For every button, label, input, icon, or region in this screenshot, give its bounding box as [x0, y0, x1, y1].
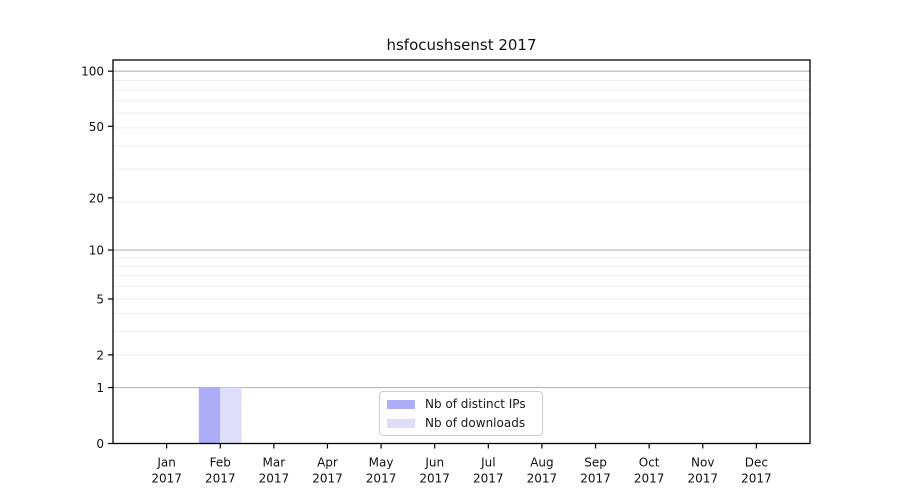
- x-tick-label-month: Apr: [317, 456, 338, 470]
- legend-swatch-distinct-ips: [387, 399, 415, 409]
- x-tick-label-year: 2017: [419, 472, 450, 486]
- x-tick-label-month: Aug: [530, 456, 553, 470]
- bar-nb-of-downloads: [220, 387, 242, 444]
- legend: Nb of distinct IPs Nb of downloads: [379, 391, 543, 436]
- x-tick-label-month: May: [369, 456, 394, 470]
- x-tick-label-month: Sep: [584, 456, 607, 470]
- x-tick-label-month: Jun: [424, 456, 444, 470]
- x-tick-label-year: 2017: [741, 472, 772, 486]
- x-tick-label-month: Dec: [745, 456, 768, 470]
- x-tick-label-year: 2017: [687, 472, 718, 486]
- legend-label-distinct-ips: Nb of distinct IPs: [425, 397, 526, 411]
- y-tick-label: 2: [96, 348, 104, 362]
- y-tick-label: 100: [81, 65, 104, 79]
- bar-nb-of-distinct-ips: [198, 387, 221, 444]
- y-tick-label: 20: [89, 191, 104, 205]
- legend-label-downloads: Nb of downloads: [425, 416, 526, 430]
- legend-item-downloads: Nb of downloads: [387, 416, 535, 430]
- x-tick-label-month: Mar: [263, 456, 286, 470]
- legend-item-distinct-ips: Nb of distinct IPs: [387, 397, 535, 411]
- y-tick-label: 1: [96, 381, 104, 395]
- x-tick-label-year: 2017: [473, 472, 504, 486]
- x-tick-label-year: 2017: [151, 472, 182, 486]
- y-tick-label: 5: [96, 292, 104, 306]
- legend-swatch-downloads: [387, 418, 415, 428]
- x-tick-label-month: Oct: [639, 456, 660, 470]
- y-tick-label: 0: [96, 437, 104, 451]
- x-tick-label-year: 2017: [259, 472, 290, 486]
- x-tick-label-year: 2017: [527, 472, 558, 486]
- plot-frame: [112, 59, 811, 445]
- x-tick-label-year: 2017: [312, 472, 343, 486]
- chart-title: hsfocushsenst 2017: [386, 36, 537, 54]
- y-tick-label: 10: [89, 244, 104, 258]
- x-tick-label-month: Jul: [480, 456, 495, 470]
- y-tick-label: 50: [89, 120, 104, 134]
- x-tick-label-year: 2017: [205, 472, 236, 486]
- x-tick-label-month: Feb: [210, 456, 231, 470]
- x-tick-label-month: Jan: [156, 456, 176, 470]
- x-tick-label-year: 2017: [580, 472, 611, 486]
- x-tick-label-year: 2017: [634, 472, 665, 486]
- x-tick-label-month: Nov: [691, 456, 714, 470]
- x-tick-label-year: 2017: [366, 472, 397, 486]
